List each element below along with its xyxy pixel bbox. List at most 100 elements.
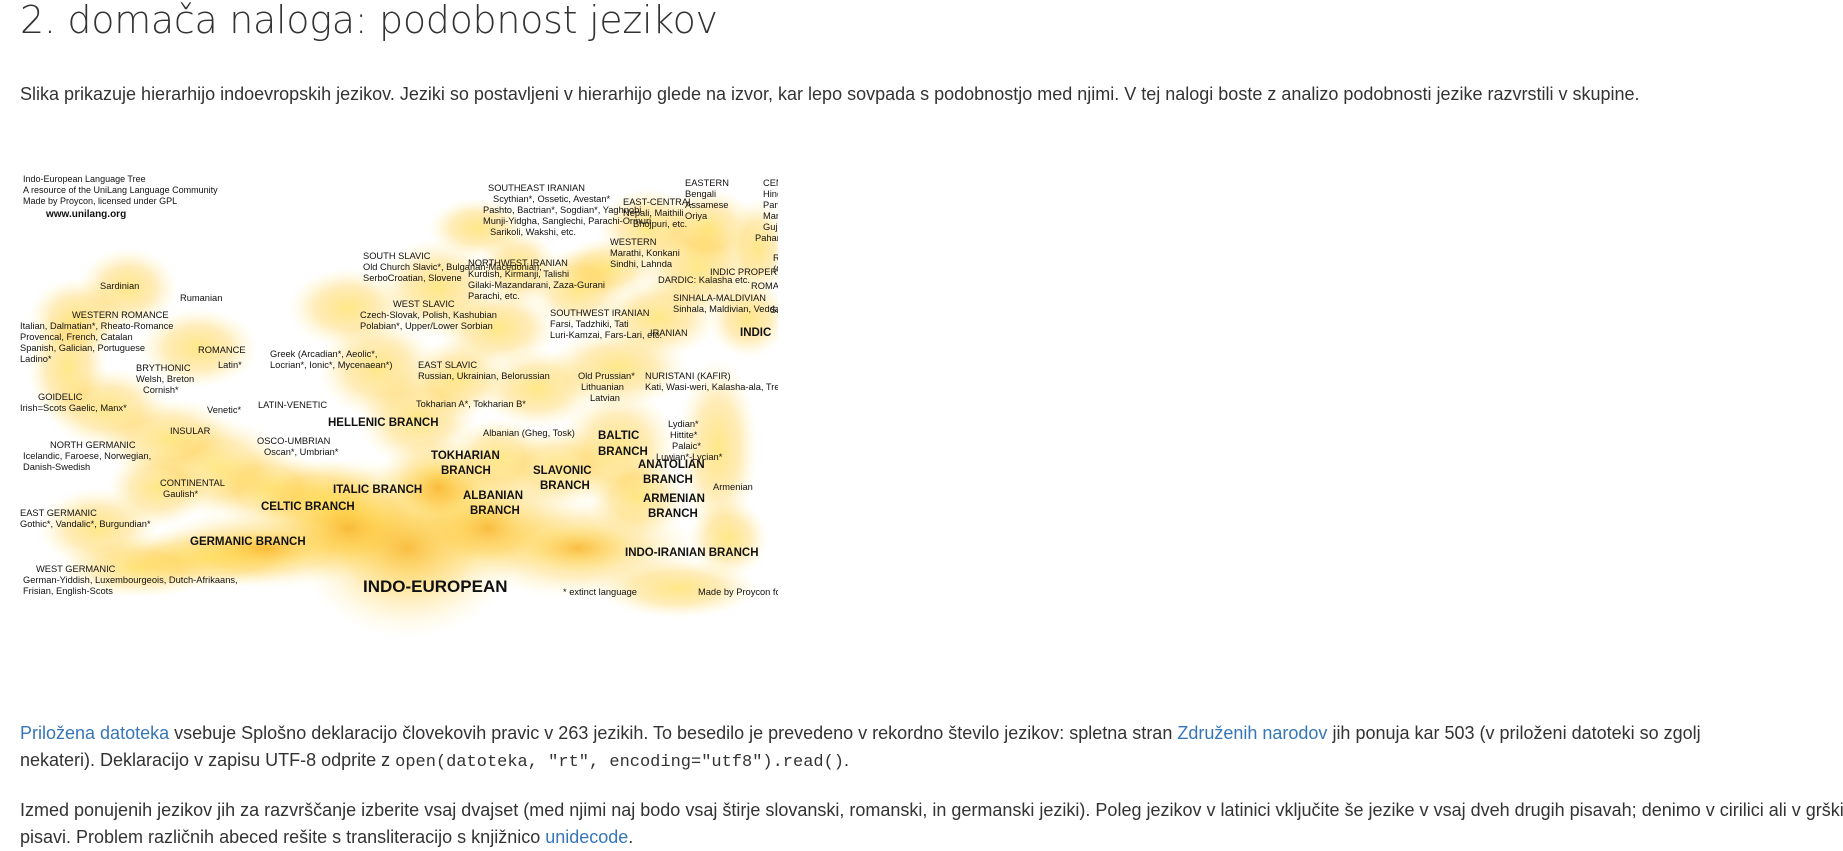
tree-label: Icelandic, Faroese, Norwegian, <box>23 451 151 461</box>
tree-label: Kurdish, Kirmanji, Talishi <box>468 269 569 279</box>
tree-glow-core <box>398 458 478 518</box>
language-tree-graphic: Indo-European Language Tree A resource o… <box>20 174 778 638</box>
tree-label: Marathi, Konkani <box>610 248 680 258</box>
tree-label: Spanish, Galician, Portuguese <box>20 343 145 353</box>
instructions-paragraph: Izmed ponujenih jezikov jih za razvrščan… <box>20 797 1843 851</box>
tree-branch-label: HELLENIC BRANCH <box>328 417 439 429</box>
tree-branch-label: ITALIC BRANCH <box>333 484 422 496</box>
tree-branch-label: ARMENIAN <box>643 493 705 505</box>
tree-label: Russian, Ukrainian, Belorussian <box>418 371 550 381</box>
tree-label: EAST GERMANIC <box>20 508 97 518</box>
attached-file-link[interactable]: Priložena datoteka <box>20 723 170 743</box>
tree-label: Panjabi <box>763 200 778 210</box>
paragraph-text: nekateri). Deklaracijo v zapisu UTF-8 od… <box>20 750 396 770</box>
tree-label: Tokharian A*, Tokharian B* <box>416 399 526 409</box>
tree-branch-label: CELTIC BRANCH <box>261 501 355 513</box>
tree-branch-label: GERMANIC BRANCH <box>190 536 306 548</box>
tree-label: German-Yiddish, Luxembourgeois, Dutch-Af… <box>23 575 238 585</box>
tree-label: OSCO-UMBRIAN <box>257 436 330 446</box>
tree-glow-blob <box>708 278 778 358</box>
tree-label: EAST SLAVIC <box>418 360 477 370</box>
tree-label: BRYTHONIC <box>136 363 191 373</box>
tree-label: Bhojpuri, etc. <box>633 219 687 229</box>
tree-branch-label: BRANCH <box>648 508 698 520</box>
tree-label: CENTRAL <box>763 178 778 188</box>
tree-branch-label: BALTIC <box>598 430 639 442</box>
tree-label: Gothic*, Vandalic*, Burgundian* <box>20 519 151 529</box>
tree-label: Lithuanian <box>581 382 624 392</box>
tree-label: IRANIAN <box>650 328 688 338</box>
tree-label: Danish-Swedish <box>23 462 90 472</box>
tree-label: Romany <box>773 253 778 263</box>
tree-branch-label: TOKHARIAN <box>431 450 500 462</box>
paragraph-text: . <box>628 827 634 847</box>
tree-label: Armenian <box>713 482 753 492</box>
tree-label: Palaic* <box>672 441 701 451</box>
tree-branch-label: SLAVONIC <box>533 465 592 477</box>
tree-label: Oriya <box>685 211 708 221</box>
tree-branch-label: ALBANIAN <box>463 490 523 502</box>
tree-branch-label: BRANCH <box>598 446 648 458</box>
tree-label: ROMANY <box>751 281 778 291</box>
tree-glow-blob <box>598 558 758 618</box>
tree-label: NORTH GERMANIC <box>50 440 136 450</box>
attachment-paragraph: Priložena datoteka vsebuje Splošno dekla… <box>20 720 1701 776</box>
tree-label: Gilaki-Mazandarani, Zaza-Gurani <box>468 280 605 290</box>
tree-branch-label: ANATOLIAN <box>638 459 705 471</box>
tree-glow-core <box>518 523 638 573</box>
figure-subtitle: A resource of the UniLang Language Commu… <box>23 185 218 195</box>
tree-label: Parachi, etc. <box>468 291 520 301</box>
tree-label: DARDIC: Kalasha etc. <box>658 275 750 285</box>
tree-glow-blob <box>588 458 688 538</box>
unidecode-link[interactable]: unidecode <box>545 827 629 847</box>
tree-glow-blob <box>728 198 778 298</box>
tree-label: SINHALA-MALDIVIAN <box>673 293 766 303</box>
tree-label: * extinct language <box>563 587 637 597</box>
tree-label: Sinhala, Maldivian, Vedda <box>673 304 778 314</box>
tree-label: Kati, Wasi-weri, Kalasha-ala, Tregami <box>645 382 778 392</box>
tree-glow-blob <box>688 498 768 578</box>
figure-title: Indo-European Language Tree <box>23 174 146 184</box>
tree-label: Old Prussian* <box>578 371 635 381</box>
tree-label: SerboCroatian, Slovene <box>363 273 462 283</box>
tree-label: SOUTHEAST IRANIAN <box>488 183 585 193</box>
paragraph-text: pisavi. Problem različnih abeced rešite … <box>20 827 546 847</box>
tree-label: Welsh, Breton <box>136 374 194 384</box>
tree-branch-label: BRANCH <box>441 465 491 477</box>
tree-branch-label: BRANCH <box>540 480 590 492</box>
tree-label: Gujarati <box>763 222 778 232</box>
tree-label: Pahari, Gahrwari <box>755 233 778 243</box>
intro-paragraph: Slika prikazuje hierarhijo indoevropskih… <box>20 84 1640 104</box>
tree-label: Pashto, Bactrian*, Sogdian*, Yaghnobi <box>483 205 641 215</box>
tree-label: Rumanian <box>180 293 222 303</box>
tree-label: WESTERN ROMANCE <box>72 310 169 320</box>
tree-label: Latin* <box>218 360 242 370</box>
tree-label: Polabian*, Upper/Lower Sorbian <box>360 321 493 331</box>
tree-root-label: INDO-EUROPEAN <box>363 577 508 596</box>
page-title: 2. domača naloga: podobnost jezikov <box>20 0 718 42</box>
paragraph-text: Izmed ponujenih jezikov jih za razvrščan… <box>20 800 1843 820</box>
tree-glow-blob <box>108 448 208 528</box>
tree-label: Venetic* <box>207 405 241 415</box>
tree-label: Hittite* <box>670 430 698 440</box>
tree-label: Bengali <box>685 189 716 199</box>
tree-label: Provencal, French, Catalan <box>20 332 133 342</box>
tree-label: Cornish* <box>143 385 179 395</box>
united-nations-link[interactable]: Združenih narodov <box>1177 723 1328 743</box>
tree-label: Greek (Arcadian*, Aeolic*, <box>270 349 377 359</box>
tree-label: Lydian* <box>668 419 699 429</box>
tree-label: Old Church Slavic*, Bulgarian-Macedonian… <box>363 262 542 272</box>
tree-label: Marwari <box>763 211 778 221</box>
tree-label: GOIDELIC <box>38 392 83 402</box>
tree-label: Gaulish* <box>163 489 199 499</box>
paragraph-text: vsebuje Splošno deklaracijo človekovih p… <box>169 723 1178 743</box>
tree-branch-label: INDIC <box>740 327 771 339</box>
paragraph-text: jih ponuja kar 503 (v priloženi datoteki… <box>1327 723 1701 743</box>
tree-label: SOUTH SLAVIC <box>363 251 431 261</box>
tree-label: LATIN-VENETIC <box>258 400 327 410</box>
tree-glow-blob <box>428 198 528 258</box>
tree-label: INSULAR <box>170 426 211 436</box>
tree-label: Luri-Kamzai, Fars-Lari, etc. <box>550 330 662 340</box>
paragraph-text: . <box>844 750 850 770</box>
language-tree-image: Indo-European Language Tree A resource o… <box>18 168 778 656</box>
